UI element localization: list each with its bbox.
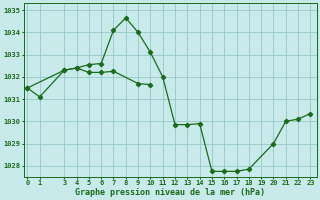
- X-axis label: Graphe pression niveau de la mer (hPa): Graphe pression niveau de la mer (hPa): [75, 188, 265, 197]
